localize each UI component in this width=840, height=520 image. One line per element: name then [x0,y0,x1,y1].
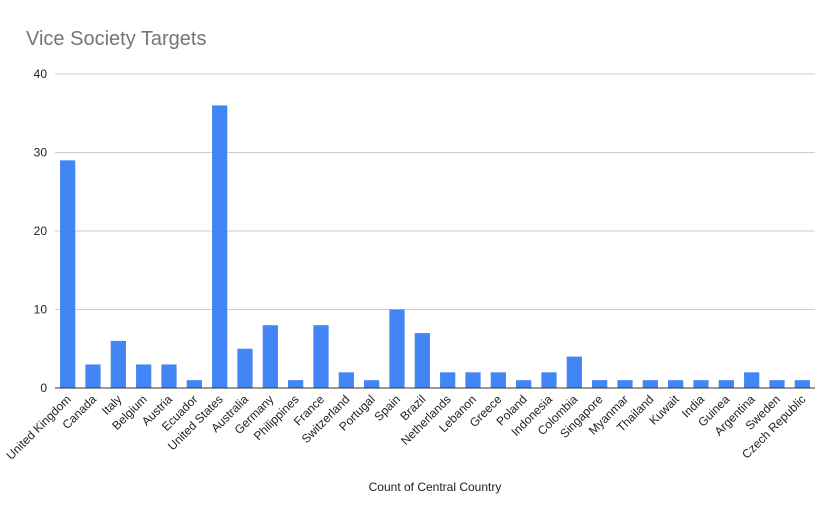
bar-belgium [136,364,152,388]
bar-guinea [718,380,734,388]
bar-united-kingdom [60,160,76,388]
bar-brazil [414,333,430,388]
bar-lebanon [465,372,481,388]
bar-argentina [744,372,760,388]
bar-australia [237,348,253,388]
chart-title: Vice Society Targets [26,28,206,50]
bar-myanmar [617,380,633,388]
bar-sweden [769,380,785,388]
bar-italy [110,340,126,388]
bar-thailand [642,380,658,388]
bar-germany [262,325,278,388]
y-axis-ticks: 0 10 20 30 40 [34,67,48,395]
bar-colombia [566,356,582,388]
bar-france [313,325,329,388]
bar-greece [490,372,506,388]
gridlines [55,73,815,310]
x-tick-label: United Kingdom [4,392,74,462]
bar-switzerland [338,372,354,388]
bar-india [693,380,709,388]
bar-singapore [592,380,608,388]
y-tick-label: 20 [34,224,48,238]
bar-austria [161,364,177,388]
y-tick-label: 0 [40,381,47,395]
bars [60,105,810,389]
bar-kuwait [668,380,684,388]
bar-portugal [364,380,380,388]
x-tick-label: Kuwait [646,392,682,428]
bar-philippines [288,380,304,388]
bar-czech-republic [794,380,810,388]
y-tick-label: 10 [34,303,48,317]
x-tick-label: Spain [372,392,404,424]
bar-indonesia [541,372,557,388]
bar-poland [516,380,532,388]
bar-united-states [212,105,228,389]
y-tick-label: 30 [34,146,48,160]
bar-netherlands [440,372,456,388]
bar-ecuador [186,380,202,388]
bar-spain [389,309,405,388]
bar-canada [85,364,101,388]
x-axis-title: Count of Central Country [369,480,502,494]
y-tick-label: 40 [34,67,48,81]
